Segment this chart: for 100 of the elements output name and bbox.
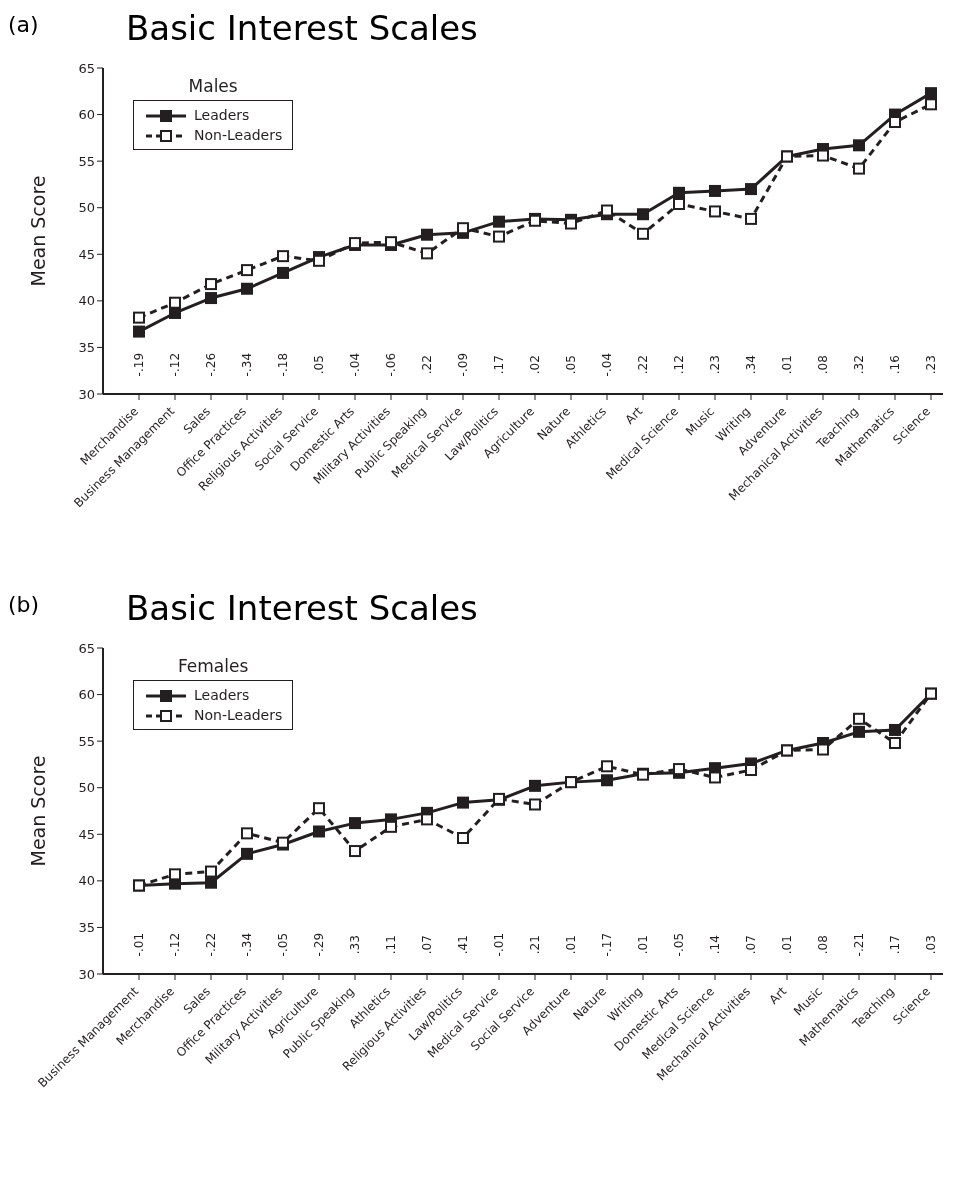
annotation: .17 (888, 935, 902, 955)
y-tick-label: 50 (78, 780, 95, 796)
x-tick-label: Art (622, 404, 646, 427)
y-tick-label: 35 (78, 920, 95, 936)
annotation: .05 (564, 355, 578, 375)
point (529, 798, 541, 811)
annotation: -.29 (312, 932, 326, 957)
point (277, 250, 289, 263)
point (241, 264, 253, 277)
annotation: -.22 (204, 932, 218, 957)
point (457, 832, 469, 845)
y-tick-label: 30 (78, 386, 95, 402)
annotation: .01 (564, 935, 578, 955)
point (205, 292, 217, 305)
annotation: -.01 (492, 932, 506, 957)
annotation: -.18 (276, 352, 290, 377)
y-tick-label: 55 (78, 733, 95, 749)
y-tick-label: 50 (78, 200, 95, 216)
annotation: -.01 (132, 932, 146, 957)
y-tick-label: 40 (78, 873, 95, 889)
y-tick-label: 45 (78, 246, 95, 262)
text: (b) (8, 592, 40, 617)
y-tick-label: 30 (78, 966, 95, 982)
annotation: -.34 (240, 352, 254, 377)
annotation: .21 (528, 935, 542, 955)
y-axis-title: Mean Score (26, 755, 49, 867)
point (241, 847, 253, 860)
annotation: .07 (744, 935, 758, 955)
chart-title: Basic Interest Scales (126, 8, 478, 48)
legend-label: Leaders (193, 686, 251, 705)
annotation: .33 (348, 935, 362, 955)
chart-title: Basic Interest Scales (126, 588, 478, 628)
legend-label: Non-Leaders (193, 126, 283, 145)
annotation: .22 (420, 355, 434, 375)
annotation: .08 (816, 935, 830, 955)
point (349, 817, 361, 830)
point (637, 208, 649, 221)
point (493, 215, 505, 228)
point (853, 162, 865, 175)
legend-title: Males (187, 76, 239, 96)
y-tick-label: 65 (78, 60, 95, 76)
point (637, 227, 649, 240)
point (493, 230, 505, 243)
annotation: .12 (672, 355, 686, 375)
annotation: -.17 (600, 932, 614, 957)
x-tick-label: Art (766, 984, 790, 1007)
annotation: .23 (708, 355, 722, 375)
y-tick-label: 45 (78, 826, 95, 842)
annotation: -.12 (168, 932, 182, 957)
point (889, 723, 901, 736)
annotation: .23 (924, 355, 938, 375)
point (133, 325, 145, 338)
y-tick-label: 65 (78, 640, 95, 656)
point (241, 282, 253, 295)
point (241, 827, 253, 840)
point (601, 760, 613, 773)
point (457, 796, 469, 809)
annotation: .01 (780, 935, 794, 955)
annotation: .14 (708, 935, 722, 955)
annotation: .05 (312, 355, 326, 375)
point (349, 845, 361, 858)
point (853, 725, 865, 738)
point (205, 865, 217, 878)
annotation: -.04 (348, 352, 362, 377)
annotation: .08 (816, 355, 830, 375)
annotation: .17 (492, 355, 506, 375)
annotation: .41 (456, 935, 470, 955)
y-tick-label: 35 (78, 340, 95, 356)
point (601, 774, 613, 787)
point (277, 266, 289, 279)
annotation: -.05 (276, 932, 290, 957)
annotation: .02 (528, 355, 542, 375)
annotation: -.05 (672, 932, 686, 957)
text: (a) (8, 12, 39, 37)
annotation: .32 (852, 355, 866, 375)
point (673, 186, 685, 199)
annotation: -.34 (240, 932, 254, 957)
legend-title: Females (176, 656, 250, 676)
y-tick-label: 60 (78, 107, 95, 123)
annotation: .22 (636, 355, 650, 375)
point (709, 184, 721, 197)
point (421, 228, 433, 241)
legend-label: Non-Leaders (193, 706, 283, 725)
point (853, 139, 865, 152)
point (925, 87, 937, 100)
point (529, 779, 541, 792)
point (205, 278, 217, 291)
y-tick-label: 40 (78, 293, 95, 309)
annotation: .34 (744, 355, 758, 375)
y-axis-title: Mean Score (26, 175, 49, 287)
annotation: -.06 (384, 352, 398, 377)
annotation: -.12 (168, 352, 182, 377)
annotation: .16 (888, 355, 902, 375)
point (709, 205, 721, 218)
annotation: -.26 (204, 352, 218, 377)
point (889, 737, 901, 750)
point (313, 802, 325, 815)
annotation: .07 (420, 935, 434, 955)
annotation: -.04 (600, 352, 614, 377)
annotation: .01 (636, 935, 650, 955)
